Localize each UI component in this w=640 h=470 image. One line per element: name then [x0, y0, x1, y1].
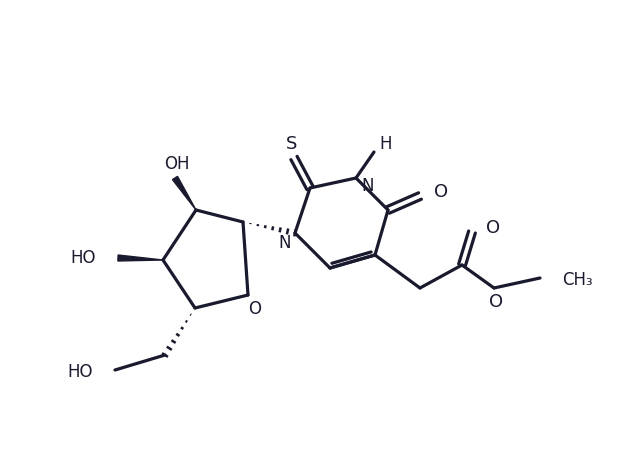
Text: S: S	[286, 135, 298, 153]
Text: HO: HO	[67, 363, 93, 381]
Text: OH: OH	[164, 155, 189, 173]
Text: O: O	[489, 293, 503, 311]
Text: CH₃: CH₃	[562, 271, 593, 289]
Text: N: N	[361, 177, 374, 195]
Text: O: O	[248, 300, 262, 318]
Text: O: O	[486, 219, 500, 237]
Text: HO: HO	[70, 249, 96, 267]
Polygon shape	[118, 255, 163, 261]
Text: H: H	[379, 135, 392, 153]
Text: N: N	[279, 234, 291, 252]
Polygon shape	[173, 176, 196, 210]
Text: O: O	[434, 183, 448, 201]
